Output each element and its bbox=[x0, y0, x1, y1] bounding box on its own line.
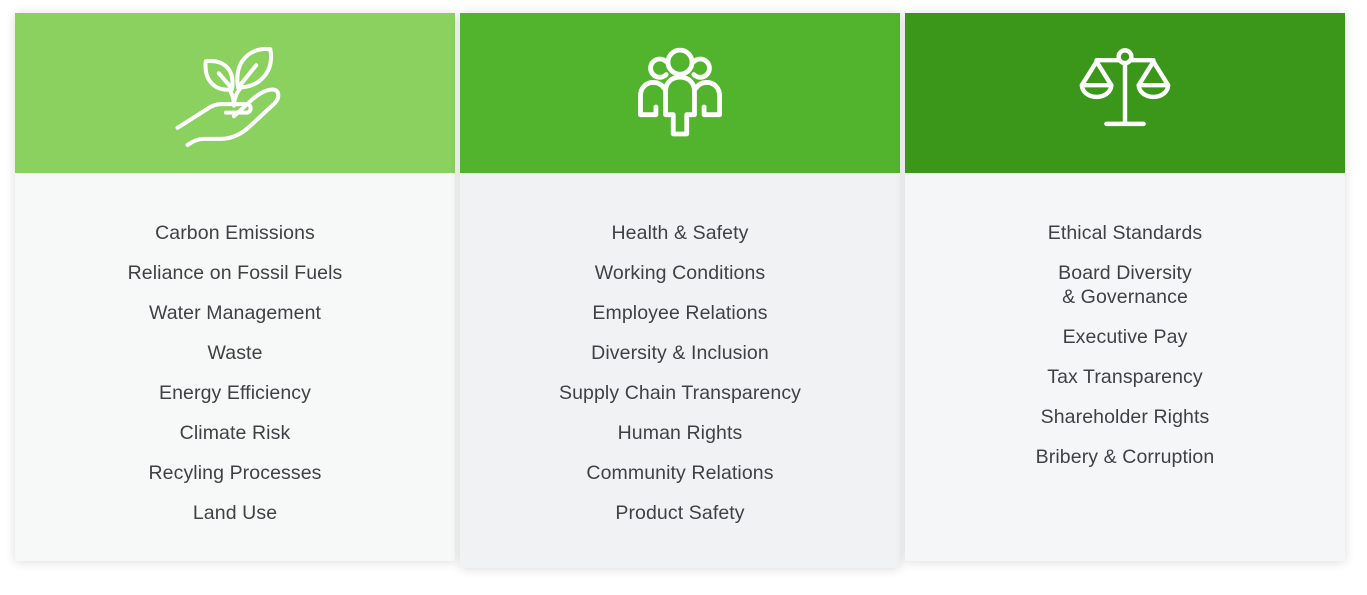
list-item: Land Use bbox=[192, 502, 278, 524]
list-item: Community Relations bbox=[586, 462, 774, 484]
list-item: Employee Relations bbox=[592, 302, 768, 324]
esg-board: Carbon Emissions Reliance on Fossil Fuel… bbox=[15, 13, 1345, 568]
people-group-icon bbox=[627, 45, 733, 142]
governance-header bbox=[905, 13, 1345, 173]
list-item: Supply Chain Transparency bbox=[558, 382, 802, 404]
environmental-header bbox=[15, 13, 455, 173]
list-item: Product Safety bbox=[615, 502, 745, 524]
list-item: Health & Safety bbox=[611, 222, 749, 244]
governance-list: Ethical Standards Board Diversity & Gove… bbox=[905, 173, 1345, 561]
list-item: Human Rights bbox=[617, 422, 743, 444]
list-item: Tax Transparency bbox=[1047, 366, 1203, 388]
esg-column-environmental: Carbon Emissions Reliance on Fossil Fuel… bbox=[15, 13, 455, 561]
list-item: Board Diversity & Governance bbox=[1058, 262, 1192, 308]
list-item: Recyling Processes bbox=[148, 462, 322, 484]
seedling-hand-icon bbox=[159, 35, 311, 151]
list-item: Bribery & Corruption bbox=[1035, 446, 1215, 468]
social-header bbox=[460, 13, 900, 173]
list-item: Energy Efficiency bbox=[159, 382, 311, 404]
list-item: Carbon Emissions bbox=[155, 222, 315, 244]
list-item: Climate Risk bbox=[179, 422, 291, 444]
environmental-list: Carbon Emissions Reliance on Fossil Fuel… bbox=[15, 173, 455, 561]
social-list: Health & Safety Working Conditions Emplo… bbox=[460, 173, 900, 568]
esg-column-governance: Ethical Standards Board Diversity & Gove… bbox=[905, 13, 1345, 561]
list-item: Ethical Standards bbox=[1047, 222, 1203, 244]
list-item: Shareholder Rights bbox=[1040, 406, 1210, 428]
list-item: Water Management bbox=[148, 302, 322, 324]
list-item: Diversity & Inclusion bbox=[591, 342, 769, 364]
list-item: Reliance on Fossil Fuels bbox=[127, 262, 343, 284]
balance-scale-icon bbox=[1071, 44, 1179, 142]
list-item: Executive Pay bbox=[1062, 326, 1188, 348]
list-item: Waste bbox=[207, 342, 263, 364]
esg-column-social: Health & Safety Working Conditions Emplo… bbox=[460, 13, 900, 568]
list-item: Working Conditions bbox=[594, 262, 766, 284]
